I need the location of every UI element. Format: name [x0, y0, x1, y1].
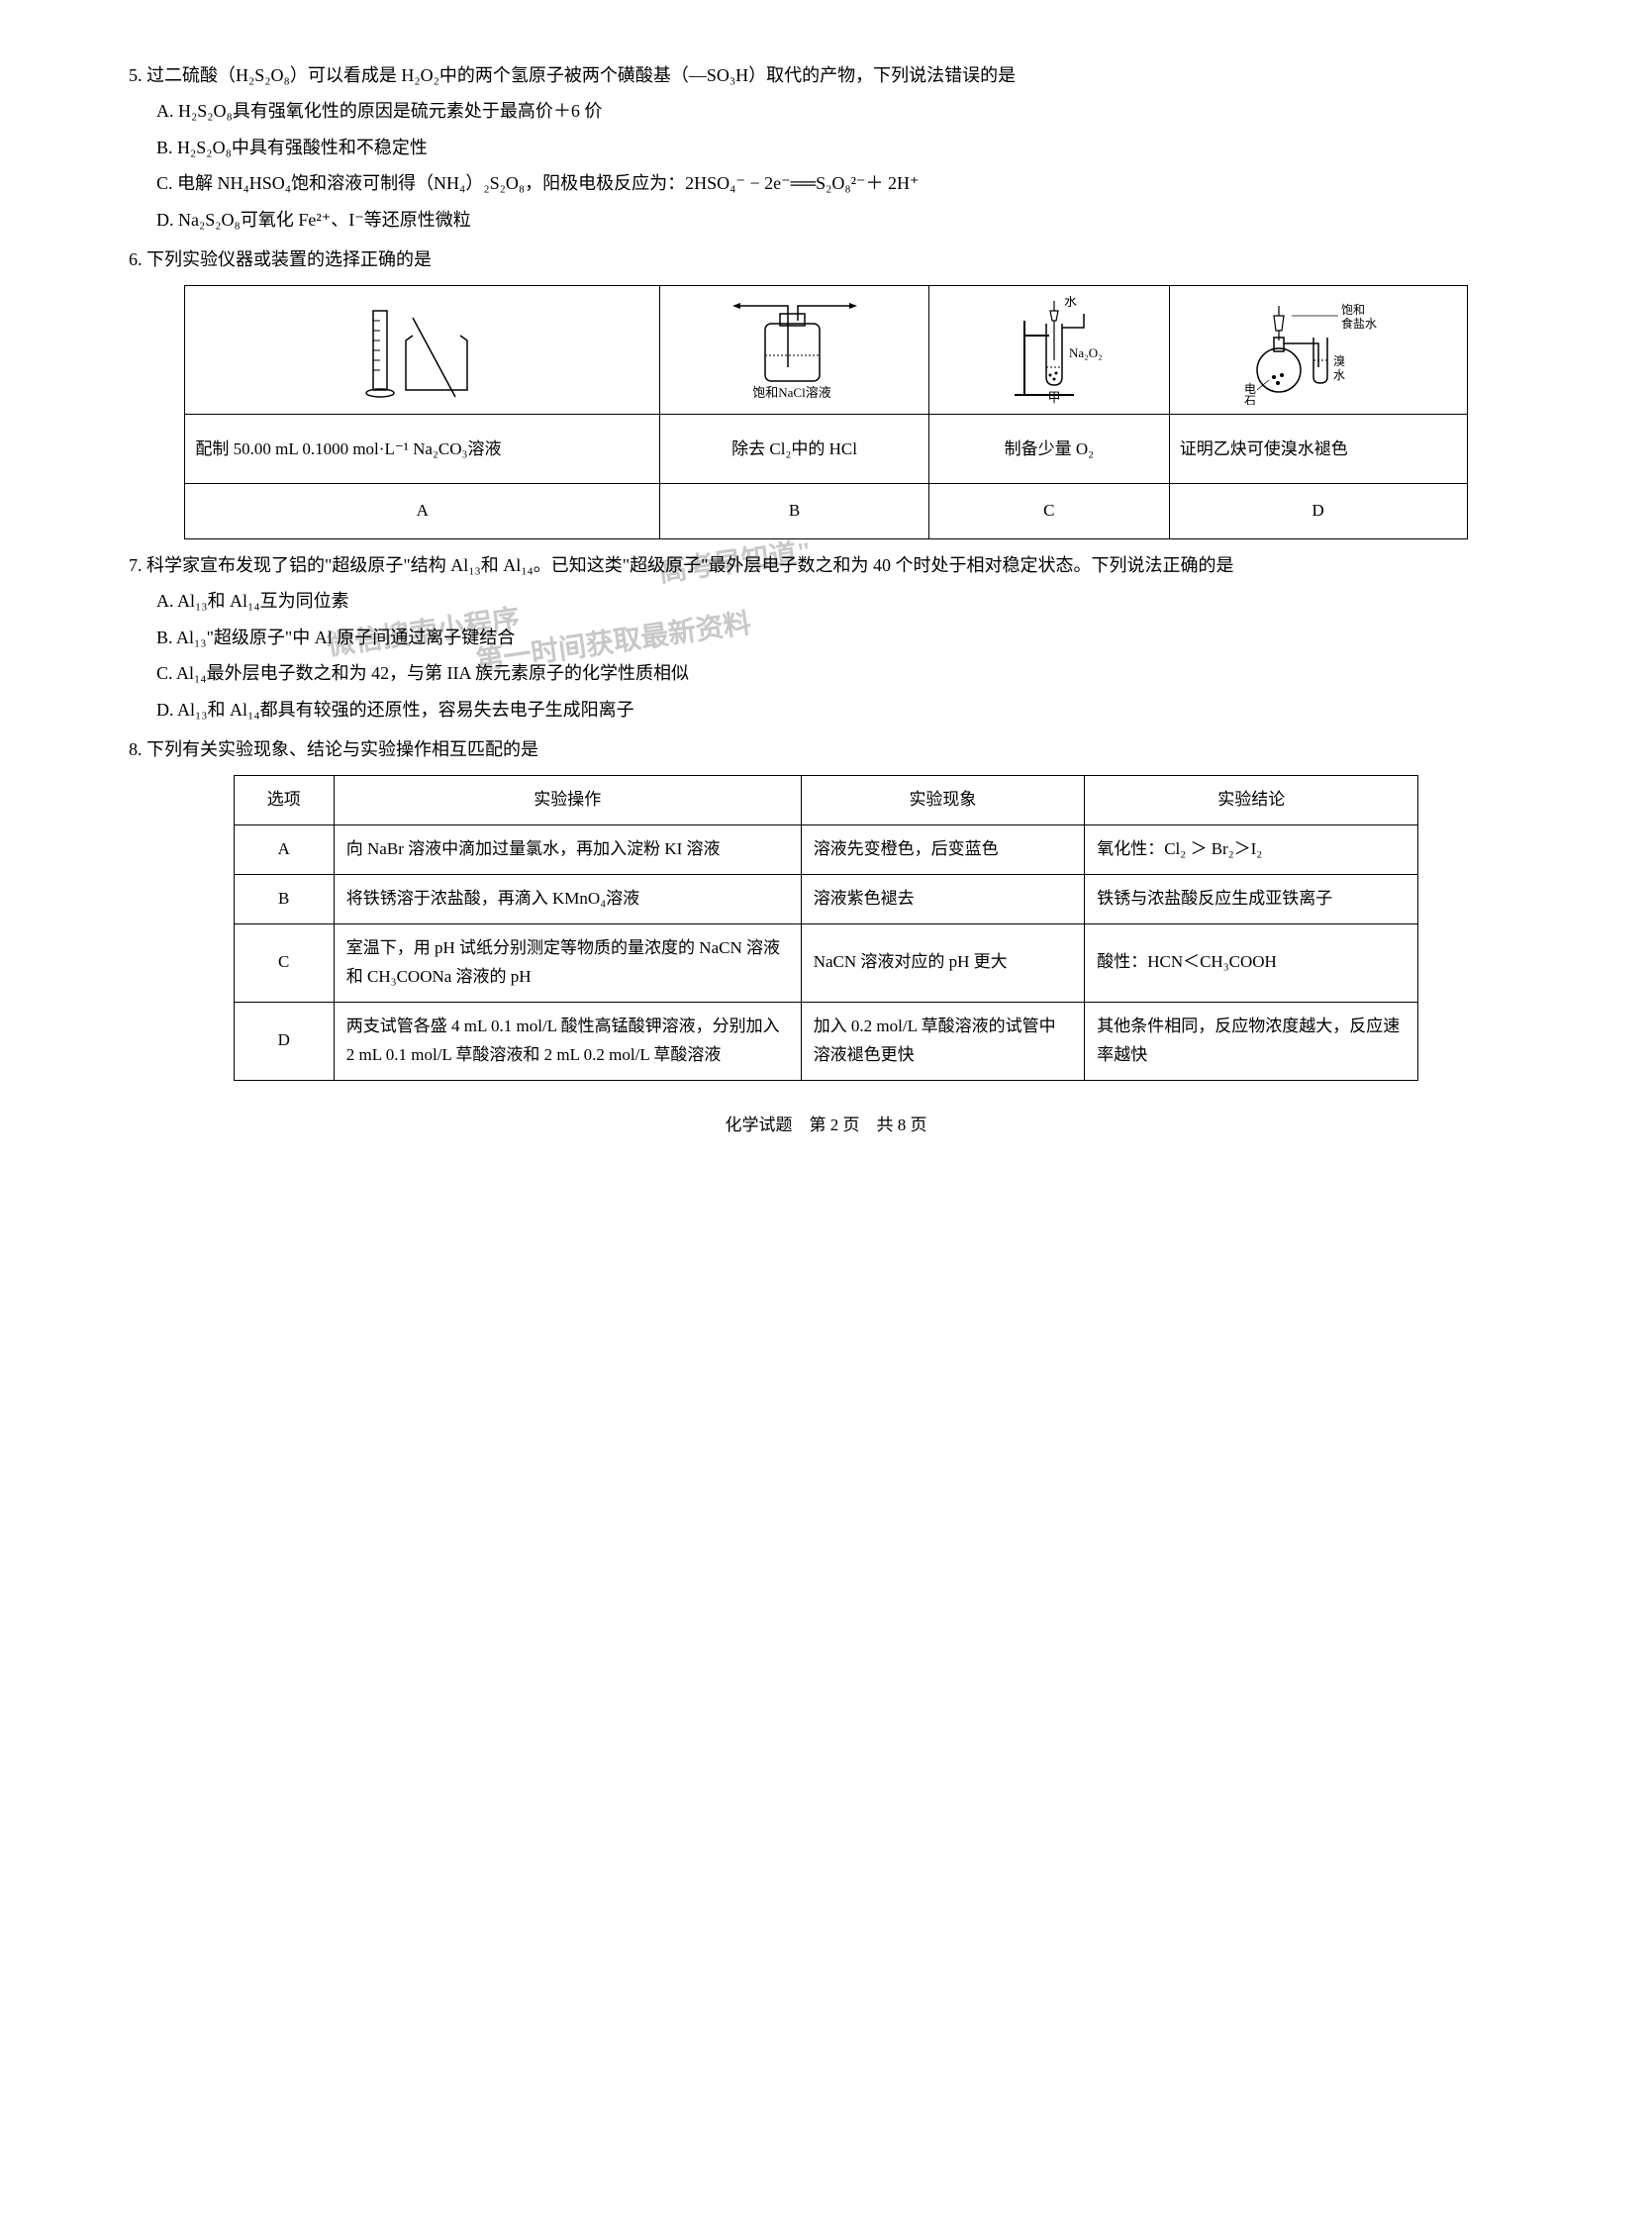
bromine-label2: 水 — [1333, 368, 1345, 382]
th-conclusion: 实验结论 — [1085, 776, 1418, 825]
table-row: A B C D — [185, 484, 1467, 539]
q5-optB: B. H₂S₂O₈中具有强酸性和不稳定性 — [129, 132, 1523, 163]
question-6: 6. 下列实验仪器或装置的选择正确的是 — [129, 243, 1523, 539]
equip-cell-A — [185, 286, 660, 415]
row-A-concl: 氧化性：Cl₂ ＞ Br₂＞I₂ — [1085, 825, 1418, 875]
row-C-label: C — [234, 923, 334, 1002]
jia-label: 甲 — [1047, 390, 1060, 405]
experiment-table: 选项 实验操作 实验现象 实验结论 A 向 NaBr 溶液中滴加过量氯水，再加入… — [234, 775, 1419, 1080]
row-D-label: D — [234, 1002, 334, 1080]
question-7: "高考早知道" 微信搜索小程序 第一时间获取最新资料 7. 科学家宣布发现了铝的… — [129, 549, 1523, 726]
bromine-label: 溴 — [1333, 354, 1345, 368]
desc-C: 制备少量 O₂ — [928, 415, 1169, 484]
q7-optB: B. Al₁₃"超级原子"中 Al 原子间通过离子键结合 — [129, 622, 1523, 653]
label-A: A — [185, 484, 660, 539]
q5-optD: D. Na₂S₂O₈可氧化 Fe²⁺、I⁻等还原性微粒 — [129, 204, 1523, 236]
q7-optA: A. Al₁₃和 Al₁₄互为同位素 — [129, 585, 1523, 617]
q5-optC: C. 电解 NH₄HSO₄饱和溶液可制得（NH₄）₂S₂O₈，阳极电极反应为：2… — [129, 167, 1523, 199]
question-5: 5. 过二硫酸（H₂S₂O₈）可以看成是 H₂O₂中的两个氢原子被两个磺酸基（—… — [129, 59, 1523, 236]
q7-stem: 7. 科学家宣布发现了铝的"超级原子"结构 Al₁₃和 Al₁₄。已知这类"超级… — [129, 549, 1523, 581]
desc-A: 配制 50.00 mL 0.1000 mol·L⁻¹ Na₂CO₃溶液 — [185, 415, 660, 484]
graduated-cylinder-beaker-icon — [348, 296, 497, 405]
row-B-label: B — [234, 875, 334, 924]
salt-label2: 食盐水 — [1341, 316, 1377, 331]
equip-cell-D: 饱和 食盐水 溴 水 电 石 — [1169, 286, 1467, 415]
row-C-op: 室温下，用 pH 试纸分别测定等物质的量浓度的 NaCN 溶液和 CH₃COON… — [334, 923, 801, 1002]
table-row: B 将铁锈溶于浓盐酸，再滴入 KMnO₄溶液 溶液紫色褪去 铁锈与浓盐酸反应生成… — [234, 875, 1418, 924]
nacl-label: 饱和NaCl溶液 — [752, 385, 830, 400]
row-A-phenom: 溶液先变橙色，后变蓝色 — [801, 825, 1085, 875]
label-C: C — [928, 484, 1169, 539]
row-A-op: 向 NaBr 溶液中滴加过量氯水，再加入淀粉 KI 溶液 — [334, 825, 801, 875]
table-row: A 向 NaBr 溶液中滴加过量氯水，再加入淀粉 KI 溶液 溶液先变橙色，后变… — [234, 825, 1418, 875]
row-D-op: 两支试管各盛 4 mL 0.1 mol/L 酸性高锰酸钾溶液，分别加入 2 mL… — [334, 1002, 801, 1080]
flask-bromine-icon: 饱和 食盐水 溴 水 电 石 — [1224, 296, 1412, 405]
row-D-phenom: 加入 0.2 mol/L 草酸溶液的试管中溶液褪色更快 — [801, 1002, 1085, 1080]
question-8: 8. 下列有关实验现象、结论与实验操作相互匹配的是 选项 实验操作 实验现象 实… — [129, 733, 1523, 1081]
label-B: B — [660, 484, 929, 539]
desc-D: 证明乙炔可使溴水褪色 — [1169, 415, 1467, 484]
water-label: 水 — [1064, 296, 1077, 309]
table-row: 选项 实验操作 实验现象 实验结论 — [234, 776, 1418, 825]
th-option: 选项 — [234, 776, 334, 825]
q7-optD: D. Al₁₃和 Al₁₄都具有较强的还原性，容易失去电子生成阳离子 — [129, 694, 1523, 726]
equipment-table: 饱和NaCl溶液 水 Na₂O₂ 甲 — [184, 285, 1467, 539]
q5-stem: 5. 过二硫酸（H₂S₂O₈）可以看成是 H₂O₂中的两个氢原子被两个磺酸基（—… — [129, 59, 1523, 91]
equip-cell-C: 水 Na₂O₂ 甲 — [928, 286, 1169, 415]
row-B-phenom: 溶液紫色褪去 — [801, 875, 1085, 924]
table-row: 饱和NaCl溶液 水 Na₂O₂ 甲 — [185, 286, 1467, 415]
na2o2-label: Na₂O₂ — [1069, 345, 1103, 360]
desc-B: 除去 Cl₂中的 HCl — [660, 415, 929, 484]
table-row: D 两支试管各盛 4 mL 0.1 mol/L 酸性高锰酸钾溶液，分别加入 2 … — [234, 1002, 1418, 1080]
stone-label2: 石 — [1244, 394, 1256, 405]
row-C-phenom: NaCN 溶液对应的 pH 更大 — [801, 923, 1085, 1002]
page-footer: 化学试题 第 2 页 共 8 页 — [129, 1111, 1523, 1141]
q5-optA: A. H₂S₂O₈具有强氧化性的原因是硫元素处于最高价＋6 价 — [129, 95, 1523, 127]
q7-optC: C. Al₁₄最外层电子数之和为 42，与第 IIA 族元素原子的化学性质相似 — [129, 657, 1523, 689]
gas-washing-bottle-icon: 饱和NaCl溶液 — [711, 296, 879, 405]
table-row: C 室温下，用 pH 试纸分别测定等物质的量浓度的 NaCN 溶液和 CH₃CO… — [234, 923, 1418, 1002]
label-D: D — [1169, 484, 1467, 539]
equip-cell-B: 饱和NaCl溶液 — [660, 286, 929, 415]
q6-stem: 6. 下列实验仪器或装置的选择正确的是 — [129, 243, 1523, 275]
row-B-concl: 铁锈与浓盐酸反应生成亚铁离子 — [1085, 875, 1418, 924]
salt-label: 饱和 — [1341, 302, 1365, 317]
row-B-op: 将铁锈溶于浓盐酸，再滴入 KMnO₄溶液 — [334, 875, 801, 924]
th-operation: 实验操作 — [334, 776, 801, 825]
row-A-label: A — [234, 825, 334, 875]
th-phenomenon: 实验现象 — [801, 776, 1085, 825]
q8-stem: 8. 下列有关实验现象、结论与实验操作相互匹配的是 — [129, 733, 1523, 765]
row-C-concl: 酸性：HCN＜CH₃COOH — [1085, 923, 1418, 1002]
row-D-concl: 其他条件相同，反应物浓度越大，反应速率越快 — [1085, 1002, 1418, 1080]
test-tube-stand-icon: 水 Na₂O₂ 甲 — [975, 296, 1123, 405]
table-row: 配制 50.00 mL 0.1000 mol·L⁻¹ Na₂CO₃溶液 除去 C… — [185, 415, 1467, 484]
